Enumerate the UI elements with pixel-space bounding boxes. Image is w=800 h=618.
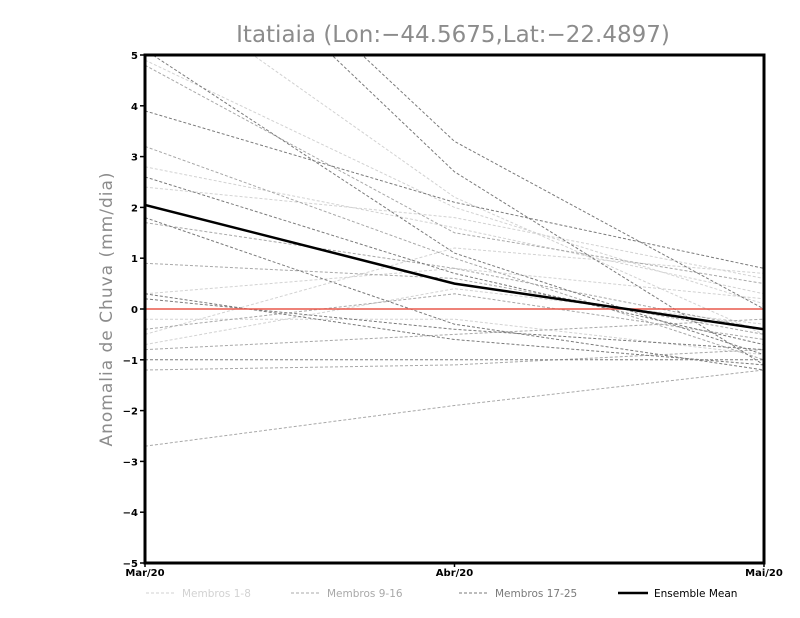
member-line-7 [145, 59, 764, 305]
legend-label: Membros 9-16 [327, 588, 403, 600]
member-line-2 [145, 166, 764, 295]
member-line-22 [145, 298, 764, 351]
y-tick-label: −1 [123, 356, 138, 367]
y-tick-label: 5 [131, 51, 138, 62]
y-tick-label: 0 [131, 305, 138, 316]
member-line-6 [145, 247, 764, 335]
member-line-19 [145, 176, 764, 346]
member-line-10 [145, 145, 764, 361]
member-series-group [145, 55, 764, 447]
x-tick-label: Mai/20 [745, 568, 783, 579]
ensemble-mean-line [145, 203, 764, 331]
member-line-3 [145, 186, 764, 279]
legend-label: Membros 1-8 [182, 588, 251, 600]
member-line-14 [145, 318, 764, 351]
x-axis-ticks: Mar/20 Abr/20 Mai/20 [125, 563, 783, 579]
member-line-25 [331, 55, 764, 366]
member-line-11 [145, 222, 764, 330]
member-line-8 [145, 288, 764, 346]
y-tick-label: 1 [131, 254, 138, 265]
y-tick-label: −3 [123, 457, 138, 468]
ensemble-mean-group [145, 203, 764, 331]
y-tick-label: 3 [131, 153, 138, 164]
legend: Membros 1-8 Membros 9-16 Membros 17-25 Ense… [146, 588, 737, 600]
y-axis-ticks: 5 4 3 2 1 0 −1 −2 −3 −4 −5 [123, 51, 145, 570]
y-tick-label: −5 [123, 559, 138, 570]
y-tick-label: 4 [131, 102, 138, 113]
member-line-18 [145, 110, 764, 269]
member-line-21 [145, 293, 764, 366]
y-axis-label: Anomalia de Chuva (mm/dia) [97, 171, 117, 446]
x-tick-label: Mar/20 [125, 568, 164, 579]
legend-label: Membros 17-25 [495, 588, 577, 600]
y-tick-label: 2 [131, 203, 138, 214]
member-line-9 [145, 64, 764, 285]
y-tick-label: −4 [123, 508, 138, 519]
chart-title: Itatiaia (Lon:−44.5675,Lat:−22.4897) [236, 22, 670, 48]
member-line-16 [145, 369, 764, 447]
y-tick-label: −2 [123, 407, 138, 418]
x-tick-label: Abr/20 [436, 568, 473, 579]
member-line-20 [145, 217, 764, 371]
legend-label: Ensemble Mean [654, 588, 737, 600]
